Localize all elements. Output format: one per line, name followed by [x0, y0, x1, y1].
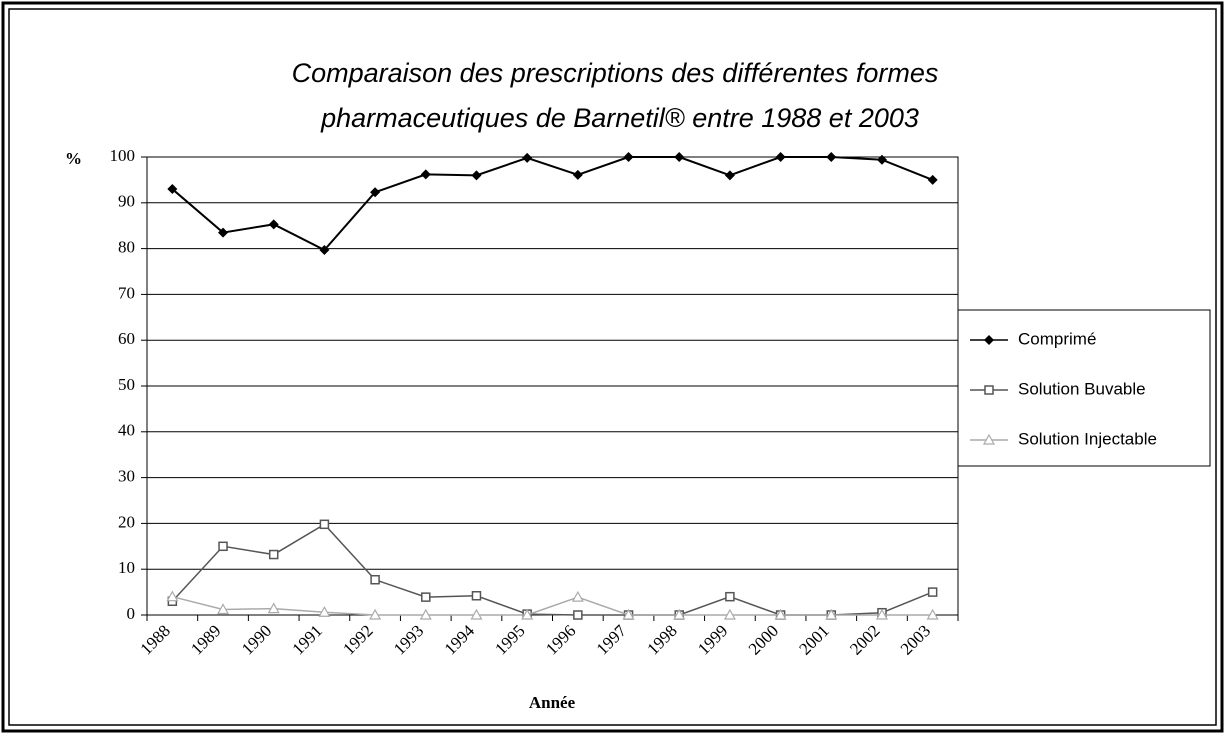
marker	[370, 187, 381, 198]
legend-label: Solution Buvable	[1018, 379, 1146, 398]
x-tick-label: 1998	[643, 621, 680, 658]
x-tick-label: 2000	[745, 621, 782, 658]
marker	[217, 603, 230, 615]
legend-label: Comprimé	[1018, 329, 1096, 348]
marker	[826, 152, 837, 162]
marker	[926, 608, 939, 620]
x-tick-label: 2002	[846, 621, 883, 658]
x-tick-label: 1989	[187, 621, 224, 658]
marker	[724, 170, 735, 181]
x-tick-label: 1994	[441, 621, 479, 659]
marker	[775, 152, 786, 162]
marker	[167, 184, 178, 195]
marker	[420, 169, 431, 180]
marker	[419, 608, 432, 620]
marker	[572, 169, 583, 180]
marker	[984, 335, 994, 345]
marker	[774, 608, 787, 620]
marker	[725, 591, 735, 602]
marker	[674, 152, 685, 162]
x-tick-label: 1999	[694, 621, 731, 658]
marker	[267, 602, 280, 614]
y-tick-label: 20	[118, 512, 135, 531]
marker	[521, 608, 534, 620]
marker	[319, 519, 330, 530]
marker	[166, 590, 179, 602]
y-tick-label: 30	[118, 467, 135, 486]
marker	[825, 608, 838, 620]
y-tick-label: 70	[118, 283, 135, 302]
chart-title: Comparaison des prescriptions des différ…	[292, 58, 939, 88]
x-tick-label: 1997	[593, 621, 631, 659]
y-axis-label: %	[65, 149, 82, 168]
marker	[571, 590, 584, 602]
marker	[876, 154, 887, 165]
y-tick-label: 100	[110, 146, 136, 165]
marker	[984, 385, 994, 395]
series-line	[171, 156, 934, 252]
marker	[982, 433, 996, 445]
x-tick-label: 1992	[339, 621, 376, 658]
marker	[471, 591, 482, 601]
marker	[268, 549, 279, 560]
marker	[218, 227, 229, 238]
marker	[573, 610, 583, 620]
marker	[522, 152, 533, 163]
x-axis-label: Année	[529, 693, 576, 712]
inner-frame	[8, 8, 1217, 726]
marker	[622, 608, 635, 620]
x-tick-label: 1988	[136, 621, 173, 658]
y-tick-label: 80	[118, 238, 135, 257]
marker	[268, 219, 279, 230]
x-tick-label: 1993	[390, 621, 427, 658]
y-tick-label: 0	[127, 604, 136, 623]
marker	[218, 541, 228, 552]
marker	[927, 174, 938, 185]
x-tick-label: 2003	[897, 621, 934, 658]
marker	[369, 608, 382, 620]
marker	[623, 152, 634, 162]
y-tick-label: 40	[118, 421, 135, 440]
marker	[370, 574, 380, 585]
marker	[319, 244, 330, 255]
x-tick-label: 1995	[491, 621, 528, 658]
marker	[421, 592, 431, 602]
y-tick-label: 50	[118, 375, 135, 394]
chart-title: pharmaceutiques de Barnetil® entre 1988 …	[320, 103, 919, 133]
x-tick-label: 1990	[238, 621, 275, 658]
y-tick-label: 60	[118, 329, 135, 348]
marker	[875, 608, 888, 620]
series-line	[172, 595, 933, 616]
marker	[927, 587, 938, 597]
marker	[471, 170, 482, 181]
marker	[470, 608, 483, 620]
marker	[318, 606, 331, 617]
marker	[673, 608, 686, 620]
x-tick-label: 1991	[289, 621, 326, 658]
y-tick-label: 90	[118, 192, 135, 211]
x-tick-label: 2001	[795, 621, 832, 658]
x-tick-label: 1996	[542, 621, 579, 658]
y-tick-label: 10	[118, 558, 135, 577]
marker	[723, 608, 736, 620]
legend-label: Solution Injectable	[1018, 429, 1157, 448]
